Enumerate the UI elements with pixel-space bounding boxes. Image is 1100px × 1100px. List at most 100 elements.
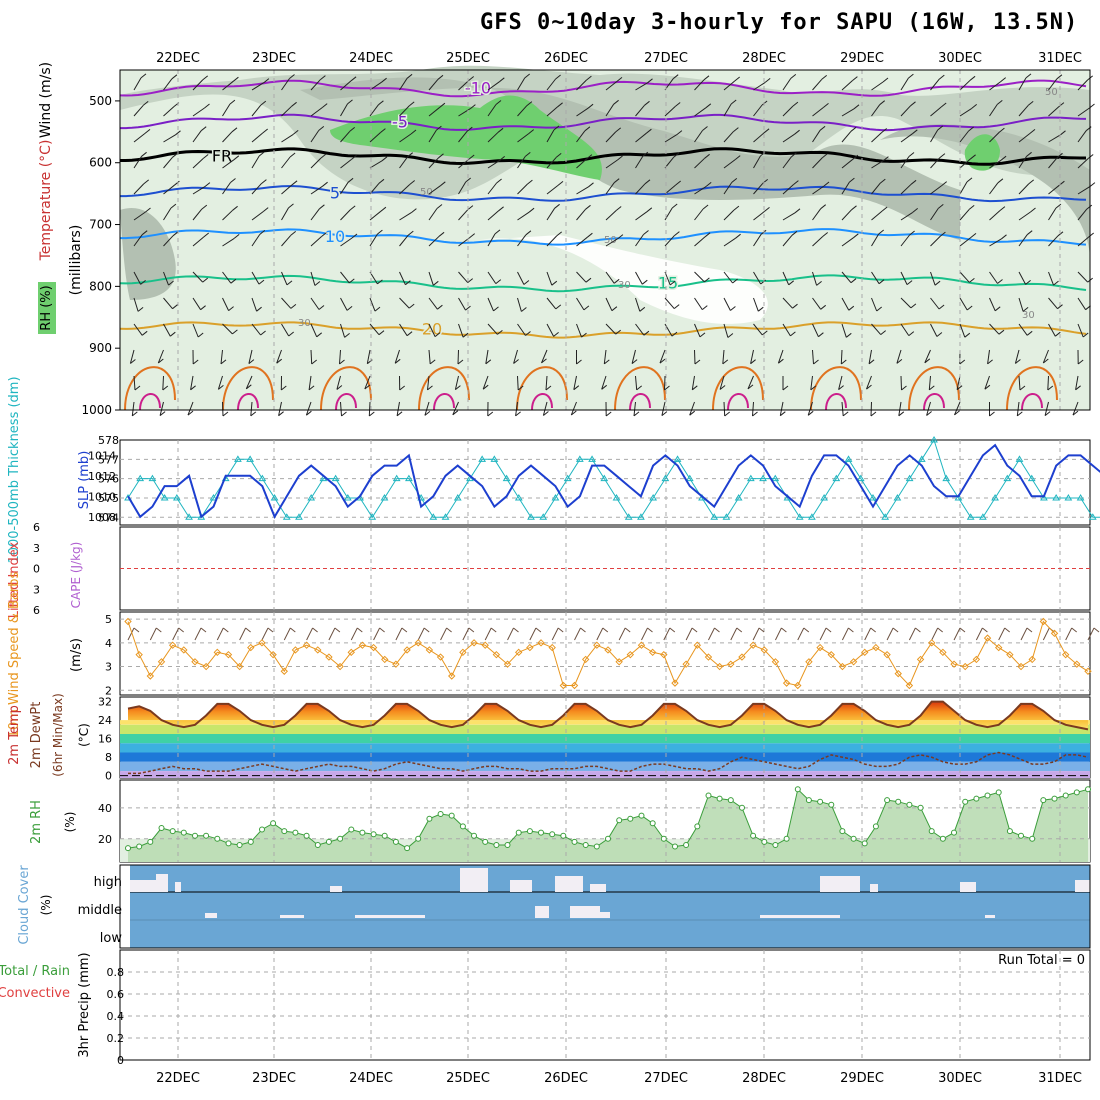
wind-barb: [1044, 401, 1049, 416]
wind-barb-flag: [671, 203, 678, 209]
wind-barb-flag: [853, 104, 860, 110]
wind-barb-flag: [820, 204, 827, 210]
wind-barb-flag: [673, 304, 680, 309]
wind-barb-flag: [791, 152, 797, 158]
rh2m-point: [571, 838, 578, 845]
thickness-point: [136, 474, 145, 482]
wind10-point: [727, 660, 735, 668]
li-tick-0: 0: [33, 563, 40, 576]
wind-barb: [812, 323, 819, 337]
wind-barb: [428, 297, 438, 310]
rh2m-point: [180, 829, 187, 836]
wind-barb-flag: [201, 204, 208, 210]
wind10-barb: [864, 627, 872, 641]
wind10-point: [704, 653, 713, 661]
isotherm-30-loop-1: [237, 393, 259, 411]
thickness-point: [502, 474, 511, 482]
thickness-point: [453, 493, 462, 501]
wind-barb: [222, 323, 233, 335]
wind10-barb-flag: [691, 627, 698, 633]
wind-barb: [129, 349, 135, 364]
wind-barb-flag: [760, 279, 767, 285]
rh2m-point: [538, 829, 544, 836]
wind-barb: [220, 349, 223, 364]
wind-barb: [664, 184, 677, 195]
wind-barb-flag: [997, 279, 1003, 284]
wind-barb-flag: [876, 306, 883, 312]
rh2m-point: [270, 820, 277, 827]
wind-barb-flag: [1089, 182, 1096, 187]
wind-barb: [192, 323, 199, 338]
wind-barb-flag: [573, 385, 580, 391]
isotherm-10: [120, 228, 1087, 246]
thickness-point: [978, 513, 987, 520]
wind-barb: [310, 130, 320, 143]
isotherm-label-5: 5: [330, 184, 340, 203]
wind-barb-flag: [438, 153, 444, 159]
precip-tick-0.8: 0.8: [107, 966, 125, 979]
wind-barb-flag: [322, 181, 328, 187]
wind-barb-flag: [613, 178, 620, 184]
rh2m-point: [1073, 789, 1080, 796]
temp-band-5: [120, 761, 1090, 772]
wind-barb-flag: [813, 359, 819, 365]
wind-barb: [747, 375, 754, 390]
thickness-tick-574: 574: [98, 511, 119, 524]
wind-barb-flag: [782, 385, 789, 391]
wind-barb-flag: [970, 154, 976, 160]
wind-barb: [222, 182, 231, 195]
wind-barb-flag: [966, 177, 973, 183]
rh2m-units-label: (%): [63, 812, 77, 833]
wind-barb: [605, 238, 619, 247]
wind-barb: [458, 158, 470, 169]
wind-barb: [546, 297, 557, 310]
wind-barb: [458, 80, 470, 91]
wind10-point: [805, 658, 813, 666]
wind-barb: [753, 323, 763, 336]
xsec-ylabel-800: 800: [89, 279, 112, 293]
rh2m-point: [515, 829, 522, 836]
wind-barb-flag: [394, 358, 401, 364]
wind-barb-flag: [528, 207, 535, 213]
wind-barb-flag: [263, 78, 270, 83]
wind-barb: [812, 208, 822, 221]
wind-barb-flag: [908, 152, 915, 157]
wind-barb: [546, 271, 553, 286]
xsec-ylabel-900: 900: [89, 341, 112, 355]
wind-barb-flag: [339, 359, 345, 365]
wind-barb-flag: [545, 385, 552, 391]
wind-barb: [900, 297, 912, 309]
wind10-point: [794, 681, 802, 690]
date-top-26DEC: 26DEC: [544, 51, 588, 66]
thickness-point: [307, 493, 316, 501]
wind-barb: [605, 131, 617, 143]
wind-barb: [133, 183, 145, 195]
wind-barb-flag: [968, 126, 974, 132]
cloud-axis-label: Cloud Cover: [17, 865, 32, 945]
wind-barb: [841, 401, 844, 416]
rh2m-point: [1085, 786, 1091, 793]
wind10-barb-flag: [915, 627, 921, 633]
wind-barb-flag: [468, 154, 475, 160]
wind10-tick-4: 4: [105, 637, 112, 650]
wind-barb-flag: [647, 78, 653, 84]
wind-barb-flag: [848, 305, 855, 311]
wind-barb: [930, 271, 936, 286]
precip-tick-0.2: 0.2: [107, 1032, 125, 1045]
thickness-point: [942, 474, 951, 482]
wind-barb-flag: [937, 125, 944, 131]
rh2m-point: [1051, 795, 1058, 802]
wind-barb-flag: [528, 129, 535, 134]
wind-barb-flag: [689, 410, 696, 416]
wind-barb: [251, 323, 261, 336]
wind-barb: [1077, 79, 1089, 91]
wind-barb: [1077, 186, 1091, 195]
wind10-point: [1028, 655, 1036, 664]
wind10-barb-flag: [535, 627, 542, 633]
rh2m-point: [783, 835, 790, 842]
wind-barb: [576, 130, 586, 143]
rh2m-point: [884, 797, 891, 804]
rh2m-point: [660, 835, 667, 842]
rh-dry-white: [480, 235, 768, 324]
wind-barb-flag: [341, 411, 347, 417]
